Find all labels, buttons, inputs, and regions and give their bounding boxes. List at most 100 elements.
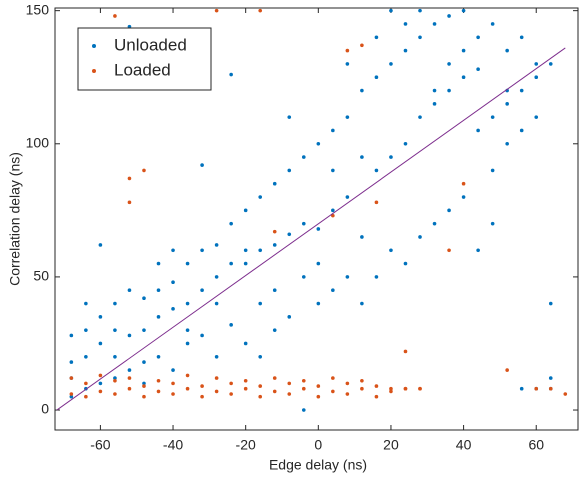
point <box>171 307 175 311</box>
point <box>156 315 161 319</box>
point <box>374 35 379 40</box>
point <box>69 333 74 338</box>
point <box>534 62 539 66</box>
point <box>403 22 408 26</box>
point <box>476 67 480 72</box>
plot-marks <box>56 8 568 412</box>
point <box>258 248 263 253</box>
point <box>490 115 495 119</box>
point <box>345 62 350 66</box>
point <box>418 235 422 239</box>
point <box>69 394 74 399</box>
point <box>287 392 292 396</box>
point <box>403 141 408 146</box>
point <box>258 384 263 388</box>
x-tick-label: 60 <box>528 437 544 453</box>
point <box>548 376 553 380</box>
point <box>461 181 466 186</box>
point <box>389 155 393 159</box>
point <box>432 221 437 226</box>
point <box>490 22 495 26</box>
point <box>258 195 263 199</box>
point <box>272 243 277 247</box>
point <box>490 168 495 173</box>
point <box>301 221 306 226</box>
point <box>229 221 233 226</box>
point <box>548 386 553 391</box>
point <box>374 75 379 80</box>
point <box>84 328 88 332</box>
point <box>127 368 132 372</box>
point <box>229 72 233 77</box>
point <box>98 381 103 386</box>
point <box>490 221 495 226</box>
point <box>214 8 219 13</box>
point <box>171 381 175 386</box>
point <box>127 288 132 293</box>
point <box>389 248 393 253</box>
point <box>127 176 132 181</box>
point <box>272 288 277 293</box>
point <box>519 88 524 93</box>
point <box>418 386 422 391</box>
point <box>258 354 263 359</box>
point <box>214 301 219 306</box>
point <box>69 376 74 380</box>
point <box>171 392 175 396</box>
point <box>200 248 204 253</box>
point <box>142 360 146 364</box>
point <box>200 288 204 293</box>
point <box>84 394 88 399</box>
point <box>185 301 190 306</box>
point <box>272 389 277 394</box>
point <box>403 261 408 266</box>
point <box>418 8 422 13</box>
point <box>345 392 350 396</box>
point <box>98 243 103 247</box>
point <box>316 394 321 399</box>
x-tick-label: -60 <box>90 437 110 453</box>
point <box>200 384 204 388</box>
point <box>505 48 509 53</box>
point <box>345 275 350 279</box>
point <box>156 378 161 383</box>
point <box>229 392 233 396</box>
point <box>374 394 379 399</box>
point <box>113 328 117 332</box>
point <box>331 208 335 213</box>
point <box>461 75 466 80</box>
point <box>258 301 263 306</box>
x-tick-label: 20 <box>383 437 399 453</box>
point <box>389 386 393 391</box>
point <box>519 35 524 40</box>
point <box>331 389 335 394</box>
y-tick-label: 0 <box>41 401 49 417</box>
point <box>360 88 364 93</box>
point <box>156 288 161 293</box>
x-axis-label: Edge delay (ns) <box>269 457 367 473</box>
point <box>360 155 364 159</box>
point <box>243 261 248 266</box>
x-tick-label: -40 <box>163 437 183 453</box>
point <box>374 384 379 388</box>
legend-label: Unloaded <box>114 35 187 54</box>
point <box>142 296 146 301</box>
y-axis-label: Correlation delay (ns) <box>7 152 23 286</box>
point <box>258 8 263 13</box>
point <box>200 394 204 399</box>
point <box>113 14 117 18</box>
point <box>185 373 190 378</box>
point <box>229 261 233 266</box>
point <box>214 243 219 247</box>
point <box>171 280 175 285</box>
point <box>316 227 321 231</box>
point <box>156 354 161 359</box>
point <box>548 301 553 306</box>
axes-box <box>54 7 579 431</box>
point <box>98 315 103 319</box>
point <box>229 381 233 386</box>
point <box>447 248 451 253</box>
point <box>389 62 393 66</box>
point <box>374 168 379 173</box>
point <box>171 368 175 372</box>
